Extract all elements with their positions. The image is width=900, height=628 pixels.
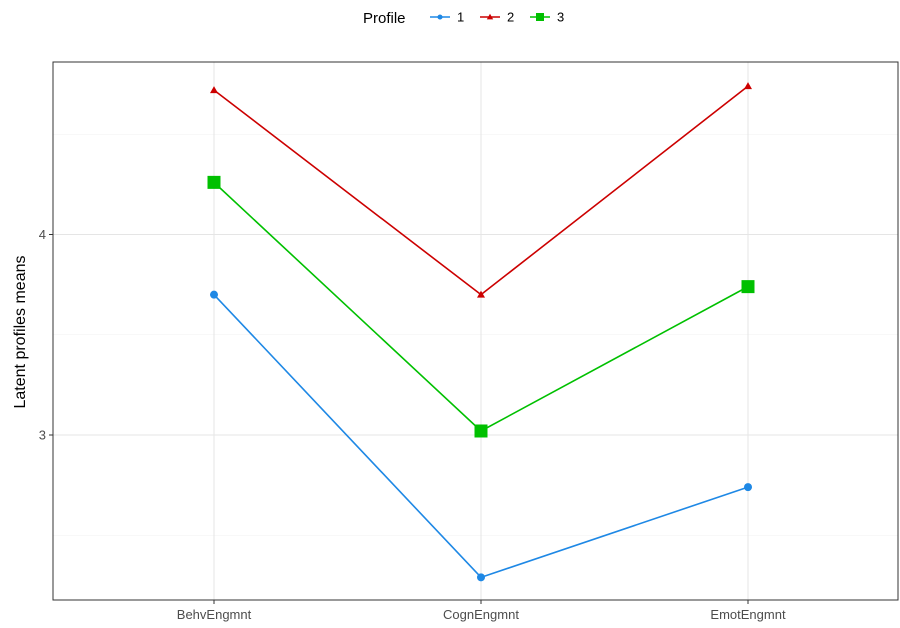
- legend-swatch-marker: [437, 14, 443, 20]
- legend-swatch-marker: [486, 13, 494, 20]
- legend-label: 3: [557, 10, 564, 25]
- y-axis-title: Latent profiles means: [12, 256, 29, 409]
- series-3: [207, 175, 755, 438]
- legend-item-2: 2: [480, 10, 514, 25]
- legend-item-1: 1: [430, 10, 464, 25]
- axis-ticks: 3 4 BehvEngmnt CognEngmnt EmotEngmnt: [39, 227, 786, 622]
- legend-swatch-marker: [536, 13, 544, 21]
- data-point: [207, 175, 221, 189]
- y-tick-label: 4: [39, 227, 46, 242]
- data-point: [210, 290, 218, 299]
- plot-border: [52, 61, 899, 601]
- series-2: [210, 82, 752, 298]
- data-point: [474, 424, 488, 438]
- x-tick-label: BehvEngmnt: [177, 607, 252, 622]
- legend: Profile 1 2 3: [363, 10, 564, 28]
- series-1: [210, 290, 752, 582]
- x-tick-label: CognEngmnt: [443, 607, 519, 622]
- data-point: [210, 86, 218, 94]
- data-point: [744, 483, 752, 492]
- data-point: [477, 573, 485, 582]
- data-point: [741, 280, 755, 294]
- gridlines: [53, 62, 898, 600]
- data-point: [744, 82, 752, 90]
- series-layer: [207, 82, 755, 582]
- x-tick-label: EmotEngmnt: [710, 607, 786, 622]
- data-point: [477, 290, 485, 298]
- y-tick-label: 3: [39, 428, 46, 443]
- legend-label: 1: [457, 10, 464, 25]
- legend-title: Profile: [363, 10, 406, 27]
- legend-item-3: 3: [530, 10, 564, 25]
- legend-label: 2: [507, 10, 514, 25]
